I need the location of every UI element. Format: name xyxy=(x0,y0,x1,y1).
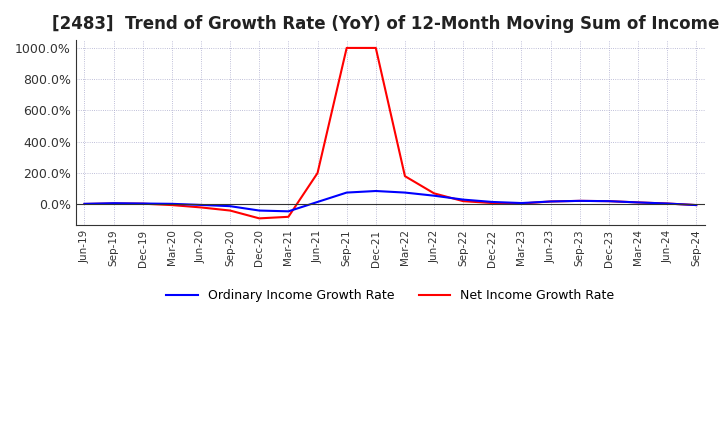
Net Income Growth Rate xyxy=(663,201,672,206)
Legend: Ordinary Income Growth Rate, Net Income Growth Rate: Ordinary Income Growth Rate, Net Income … xyxy=(161,284,619,307)
Ordinary Income Growth Rate xyxy=(430,193,438,198)
Ordinary Income Growth Rate xyxy=(109,201,118,206)
Net Income Growth Rate xyxy=(255,216,264,221)
Ordinary Income Growth Rate xyxy=(80,201,89,206)
Net Income Growth Rate xyxy=(109,201,118,206)
Net Income Growth Rate xyxy=(80,202,89,207)
Net Income Growth Rate xyxy=(488,200,497,205)
Net Income Growth Rate xyxy=(692,202,701,208)
Net Income Growth Rate xyxy=(372,45,380,51)
Ordinary Income Growth Rate xyxy=(138,201,147,206)
Ordinary Income Growth Rate xyxy=(546,199,555,204)
Net Income Growth Rate xyxy=(430,191,438,196)
Ordinary Income Growth Rate xyxy=(284,209,293,214)
Ordinary Income Growth Rate xyxy=(313,199,322,205)
Net Income Growth Rate xyxy=(226,208,235,213)
Line: Net Income Growth Rate: Net Income Growth Rate xyxy=(84,48,696,218)
Net Income Growth Rate xyxy=(284,214,293,220)
Net Income Growth Rate xyxy=(459,198,467,204)
Ordinary Income Growth Rate xyxy=(197,202,205,208)
Net Income Growth Rate xyxy=(517,201,526,206)
Ordinary Income Growth Rate xyxy=(517,200,526,205)
Ordinary Income Growth Rate xyxy=(400,190,409,195)
Net Income Growth Rate xyxy=(400,173,409,179)
Ordinary Income Growth Rate xyxy=(488,199,497,205)
Net Income Growth Rate xyxy=(197,205,205,210)
Ordinary Income Growth Rate xyxy=(663,201,672,206)
Ordinary Income Growth Rate xyxy=(168,201,176,206)
Ordinary Income Growth Rate xyxy=(634,200,642,205)
Ordinary Income Growth Rate xyxy=(255,208,264,213)
Ordinary Income Growth Rate xyxy=(605,198,613,204)
Net Income Growth Rate xyxy=(313,170,322,176)
Net Income Growth Rate xyxy=(575,198,584,203)
Net Income Growth Rate xyxy=(605,198,613,204)
Net Income Growth Rate xyxy=(546,199,555,204)
Net Income Growth Rate xyxy=(342,45,351,51)
Net Income Growth Rate xyxy=(634,200,642,205)
Ordinary Income Growth Rate xyxy=(575,198,584,203)
Ordinary Income Growth Rate xyxy=(226,204,235,209)
Ordinary Income Growth Rate xyxy=(372,188,380,194)
Line: Ordinary Income Growth Rate: Ordinary Income Growth Rate xyxy=(84,191,696,211)
Ordinary Income Growth Rate xyxy=(692,202,701,208)
Ordinary Income Growth Rate xyxy=(459,197,467,202)
Title: [2483]  Trend of Growth Rate (YoY) of 12-Month Moving Sum of Incomes: [2483] Trend of Growth Rate (YoY) of 12-… xyxy=(52,15,720,33)
Net Income Growth Rate xyxy=(138,201,147,206)
Ordinary Income Growth Rate xyxy=(342,190,351,195)
Net Income Growth Rate xyxy=(168,202,176,208)
